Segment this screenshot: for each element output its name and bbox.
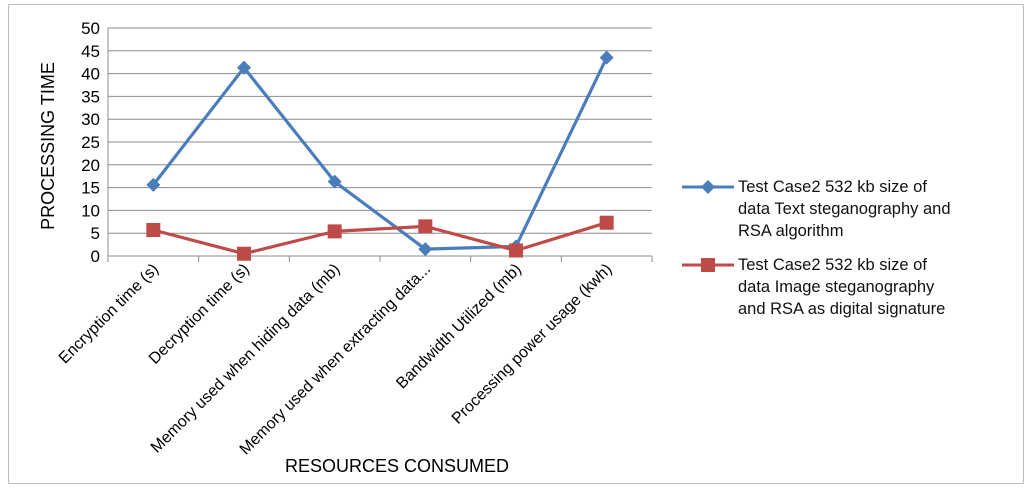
x-axis-title: RESOURCES CONSUMED <box>285 456 509 476</box>
series-1-point-4 <box>418 242 433 257</box>
legend-swatch-series-2 <box>682 258 734 272</box>
series-2-point-6 <box>599 215 614 230</box>
x-tick-label-4: Memory used when extracting data... <box>237 261 435 459</box>
y-tick-label-25: 25 <box>81 133 100 152</box>
legend-label-series-1-line-1: Test Case2 532 kb size of <box>738 178 927 196</box>
legend-label-series-2-line-3: and RSA as digital signature <box>738 300 946 318</box>
legend-label-series-2-line-1: Test Case2 532 kb size of <box>738 256 927 274</box>
legend-item-series-2: Test Case2 532 kb size of data Image ste… <box>680 254 1025 320</box>
series-2-point-3 <box>327 224 342 239</box>
y-tick-label-10: 10 <box>81 201 100 220</box>
x-tick-label-1: Encryption time (s) <box>56 261 162 367</box>
x-tick-label-6: Processing power usage (kwh) <box>449 261 616 428</box>
y-tick-label-40: 40 <box>81 65 100 84</box>
legend-label-series-1-line-2: data Text steganography and <box>738 200 951 218</box>
series-1-point-3 <box>327 174 342 189</box>
series-2-point-2 <box>237 246 251 261</box>
legend-item-series-1: Test Case2 532 kb size of data Text steg… <box>680 176 1025 242</box>
y-tick-label-50: 50 <box>81 19 100 38</box>
legend-label-series-2-line-2: data Image steganography <box>738 278 935 296</box>
legend: Test Case2 532 kb size of data Text steg… <box>680 176 1025 332</box>
y-tick-label-15: 15 <box>81 179 100 198</box>
y-axis-title: PROCESSING TIME <box>38 62 58 230</box>
series-1-line <box>152 56 609 251</box>
y-tick-label-45: 45 <box>81 42 100 61</box>
series-2-point-1 <box>146 223 161 238</box>
x-tick-label-3: Memory used when hiding data (mb) <box>148 261 344 457</box>
series-1-point-2 <box>237 60 251 75</box>
series-1-point-6 <box>599 50 614 65</box>
x-tick-label-2: Decryption time (s) <box>146 261 253 368</box>
y-tick-label-0: 0 <box>91 247 100 266</box>
y-tick-label-20: 20 <box>81 156 100 175</box>
series-2-point-4 <box>418 219 433 234</box>
y-tick-label-30: 30 <box>81 110 100 129</box>
series-1-point-1 <box>146 177 161 192</box>
y-tick-label-35: 35 <box>81 87 100 106</box>
legend-swatch-series-1 <box>682 180 734 194</box>
series-2-line <box>152 221 608 256</box>
y-tick-label-5: 5 <box>91 224 100 243</box>
series-2-point-5 <box>509 243 523 258</box>
legend-label-series-1-line-3: RSA algorithm <box>738 222 844 240</box>
